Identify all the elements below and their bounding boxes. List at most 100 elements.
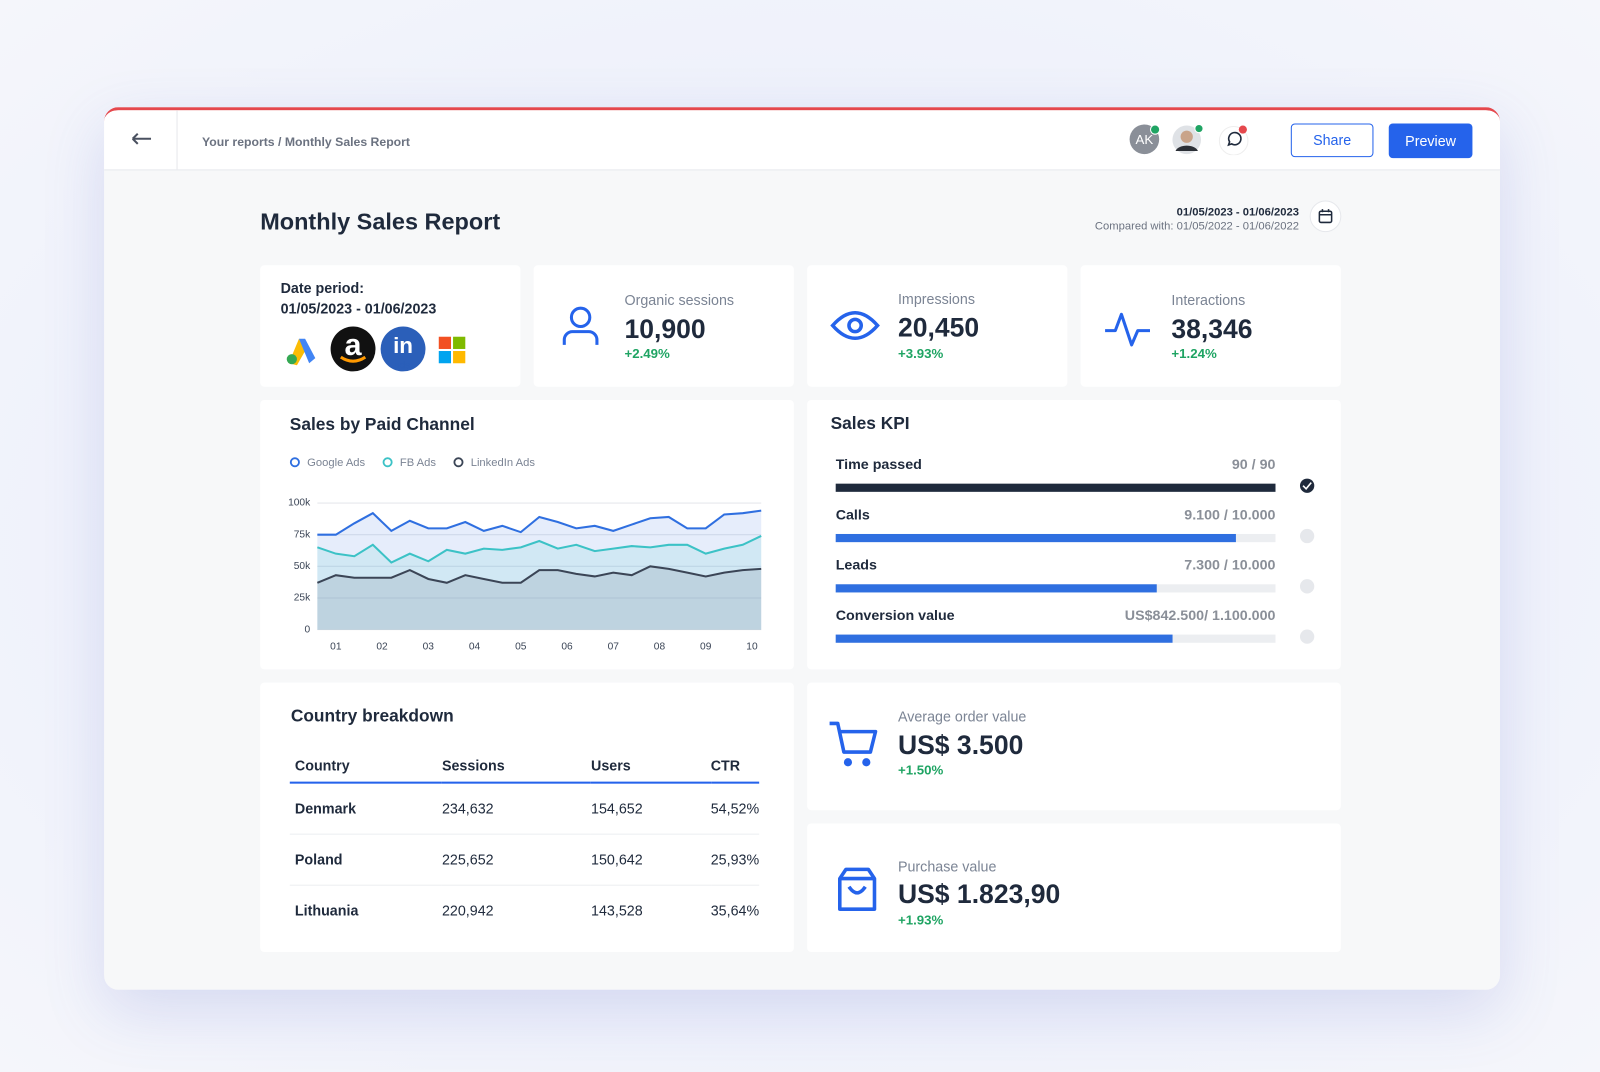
top-bar: Your reports / Monthly Sales Report AK S… xyxy=(104,110,1500,171)
metric-label: Interactions xyxy=(1171,291,1246,309)
area xyxy=(317,535,762,630)
cell: 150,642 xyxy=(591,851,643,868)
status-dot xyxy=(1149,124,1161,135)
cell: 35,64% xyxy=(710,902,760,919)
x-tick-label: 07 xyxy=(608,642,620,653)
date-label: Date period: xyxy=(280,279,364,296)
value-card: Average order value US$ 3.500 +1.50% xyxy=(807,682,1341,811)
back-button[interactable] xyxy=(129,131,156,147)
x-tick-label: 03 xyxy=(423,642,435,653)
x-tick-label: 01 xyxy=(330,642,342,653)
kpi-label: Conversion value xyxy=(836,608,955,624)
x-tick-label: 04 xyxy=(469,642,481,653)
report-window: Your reports / Monthly Sales Report AK S… xyxy=(104,107,1500,990)
metric-label: Impressions xyxy=(897,290,975,308)
chart-card: Sales by Paid Channel 0 25k 50k 75k 100k 01 02… xyxy=(260,399,794,670)
cell: 154,652 xyxy=(591,800,643,817)
table-title: Country breakdown xyxy=(290,706,454,726)
kpi-value: 90 / 90 xyxy=(1232,457,1276,473)
y-tick-label: 75k xyxy=(294,529,311,540)
metric-value: 10,900 xyxy=(624,313,706,344)
value-label: Average order value xyxy=(897,708,1027,725)
kpi-status xyxy=(1299,629,1315,644)
kpi-label: Calls xyxy=(836,507,870,523)
legend-label: FB Ads xyxy=(400,457,437,469)
kpi-bar xyxy=(835,483,1276,492)
y-tick-label: 50k xyxy=(294,561,311,572)
cell: 225,652 xyxy=(441,851,494,868)
column-header: Users xyxy=(591,756,631,773)
date-value: 01/05/2023 - 01/06/2023 xyxy=(280,299,437,317)
cart-icon xyxy=(829,721,878,767)
cell: 220,942 xyxy=(441,902,494,919)
kpi-status xyxy=(1299,478,1315,493)
linkedin-sub: ads xyxy=(393,360,411,372)
legend-label: Google Ads xyxy=(307,457,365,469)
line xyxy=(317,535,762,564)
metric-change: +3.93% xyxy=(897,345,944,362)
area xyxy=(317,566,762,630)
kpi-card: Sales KPI Time passed 90 / 90 Calls 9.100 /… xyxy=(807,399,1341,670)
x-tick-label: 08 xyxy=(654,642,666,653)
metric-card: Interactions 38,346 +1.24% xyxy=(1080,265,1341,387)
x-tick-label: 10 xyxy=(746,642,758,653)
country-table: Country Sessions Users CTR Denmark 234,63… xyxy=(289,748,760,936)
preview-button[interactable]: Preview xyxy=(1388,123,1473,159)
cell: Denmark xyxy=(294,800,357,817)
column-header: CTR xyxy=(710,756,741,773)
kpi-label: Time passed xyxy=(836,457,922,473)
legend-marker xyxy=(453,457,464,468)
line xyxy=(317,509,762,536)
kpi-value: US$842.500/ 1.100.000 xyxy=(1125,608,1276,624)
kpi-bar xyxy=(835,584,1157,593)
share-button[interactable]: Share xyxy=(1290,123,1374,158)
x-tick-label: 06 xyxy=(561,642,573,653)
calendar-button[interactable] xyxy=(1308,199,1343,234)
chart-title: Sales by Paid Channel xyxy=(290,414,475,434)
kpi-bar xyxy=(835,533,1236,543)
cell: 143,528 xyxy=(591,902,643,919)
activity-icon xyxy=(1105,312,1150,347)
y-tick-label: 100k xyxy=(288,498,311,509)
x-tick-label: 09 xyxy=(700,642,712,653)
breadcrumb[interactable]: Your reports / Monthly Sales Report xyxy=(202,134,411,149)
column-header: Country xyxy=(294,756,350,773)
value-change: +1.50% xyxy=(897,762,944,778)
cell: Lithuania xyxy=(294,902,359,919)
legend-marker xyxy=(289,457,300,468)
check-mark xyxy=(1302,482,1312,490)
value-card: Purchase value US$ 1.823,90 +1.93% xyxy=(807,823,1341,953)
kpi-panel: Sales KPI Time passed 90 / 90 Calls 9.100 /… xyxy=(831,413,1315,644)
metric-change: +2.49% xyxy=(624,345,670,362)
x-tick-label: 05 xyxy=(515,642,527,653)
y-tick-label: 25k xyxy=(294,593,311,604)
svg-text:in: in xyxy=(393,333,413,358)
comments-button[interactable] xyxy=(1218,124,1251,156)
y-tick-label: 0 xyxy=(305,624,311,635)
kpi-value: 9.100 / 10.000 xyxy=(1184,507,1275,523)
value-amount: US$ 3.500 xyxy=(897,729,1024,761)
chart: Sales by Paid Channel 0 25k 50k 75k 100k 01 02… xyxy=(288,414,762,653)
kpi-bar xyxy=(835,634,1173,643)
metric-change: +1.24% xyxy=(1171,345,1217,362)
kpi-value: 7.300 / 10.000 xyxy=(1184,558,1275,574)
value-label: Purchase value xyxy=(897,858,997,875)
cell: 234,632 xyxy=(441,800,494,817)
metric-value: 20,450 xyxy=(897,312,980,343)
metric-label: Organic sessions xyxy=(624,291,735,309)
metric-value: 38,346 xyxy=(1171,313,1253,344)
date-card: Date period: 01/05/2023 - 01/06/2023 a i… xyxy=(260,265,521,387)
kpi-label: Leads xyxy=(836,558,877,574)
divider xyxy=(176,110,178,170)
compared-range: Compared with: 01/05/2022 - 01/06/2022 xyxy=(1094,220,1299,233)
value-amount: US$ 1.823,90 xyxy=(897,878,1061,910)
source-logos: a in xyxy=(286,326,466,372)
legend-label: LinkedIn Ads xyxy=(471,457,536,469)
cell: 54,52% xyxy=(710,800,760,817)
kpi-title: Sales KPI xyxy=(831,413,910,433)
avatar-photo[interactable] xyxy=(1171,124,1204,155)
kpi-status xyxy=(1299,579,1315,594)
cell: Poland xyxy=(294,851,343,868)
